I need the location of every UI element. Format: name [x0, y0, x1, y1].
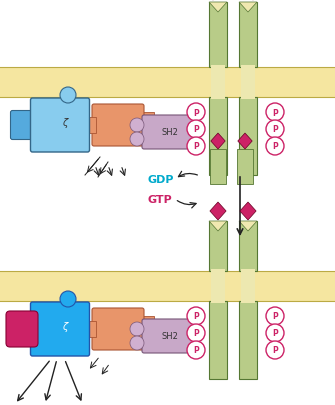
Polygon shape [209, 3, 227, 13]
Text: P: P [272, 142, 278, 151]
Bar [237, 149, 253, 185]
Bar [211, 269, 225, 303]
FancyBboxPatch shape [142, 116, 198, 149]
Text: GTP: GTP [148, 194, 173, 205]
Bar [239, 301, 257, 379]
Text: P: P [272, 329, 278, 338]
Bar [241, 66, 255, 100]
Polygon shape [204, 0, 222, 1]
Bar [209, 222, 227, 271]
Circle shape [60, 291, 76, 307]
Circle shape [60, 88, 76, 104]
Bar [239, 3, 257, 68]
Text: P: P [193, 329, 199, 338]
Bar [140, 332, 154, 342]
Circle shape [130, 322, 144, 336]
Text: ζ: ζ [62, 321, 68, 331]
Text: P: P [272, 345, 278, 355]
Circle shape [266, 104, 284, 122]
Bar [239, 98, 257, 175]
Bar [209, 3, 227, 68]
Circle shape [266, 307, 284, 325]
Circle shape [130, 119, 144, 133]
Polygon shape [211, 134, 225, 149]
Bar [209, 98, 227, 175]
Circle shape [130, 133, 144, 147]
Text: P: P [193, 125, 199, 134]
Bar [211, 66, 225, 100]
FancyBboxPatch shape [142, 319, 198, 353]
Circle shape [187, 324, 205, 342]
Polygon shape [240, 202, 256, 220]
Bar [140, 129, 154, 139]
FancyBboxPatch shape [10, 111, 35, 140]
Circle shape [266, 324, 284, 342]
Text: P: P [193, 142, 199, 151]
Text: P: P [193, 345, 199, 355]
Circle shape [187, 121, 205, 139]
Bar [140, 113, 154, 123]
Text: ζ: ζ [62, 118, 68, 128]
Polygon shape [210, 202, 226, 220]
Text: SH2: SH2 [161, 332, 179, 341]
Text: P: P [272, 312, 278, 321]
Polygon shape [238, 134, 252, 149]
FancyBboxPatch shape [10, 315, 35, 344]
Bar [0, 271, 335, 301]
FancyBboxPatch shape [30, 302, 89, 356]
Text: P: P [193, 312, 199, 321]
Circle shape [266, 341, 284, 359]
Polygon shape [209, 222, 227, 231]
FancyBboxPatch shape [30, 99, 89, 153]
Circle shape [130, 336, 144, 350]
FancyBboxPatch shape [92, 105, 144, 147]
Bar [210, 149, 226, 185]
Circle shape [187, 307, 205, 325]
FancyBboxPatch shape [6, 311, 38, 347]
Bar [241, 269, 255, 303]
Bar [239, 222, 257, 271]
Circle shape [187, 138, 205, 156]
Bar [209, 301, 227, 379]
Text: SH2: SH2 [161, 128, 179, 137]
Bar [84, 118, 96, 134]
Polygon shape [239, 222, 257, 231]
Polygon shape [239, 3, 257, 13]
Bar [84, 321, 96, 337]
Text: P: P [193, 108, 199, 117]
Bar [140, 316, 154, 326]
Bar [0, 68, 335, 98]
Text: P: P [272, 125, 278, 134]
Circle shape [266, 138, 284, 156]
Text: GDP: GDP [148, 175, 175, 185]
Circle shape [187, 341, 205, 359]
Polygon shape [244, 0, 262, 1]
Text: P: P [272, 108, 278, 117]
Circle shape [187, 104, 205, 122]
Circle shape [266, 121, 284, 139]
FancyBboxPatch shape [92, 308, 144, 350]
